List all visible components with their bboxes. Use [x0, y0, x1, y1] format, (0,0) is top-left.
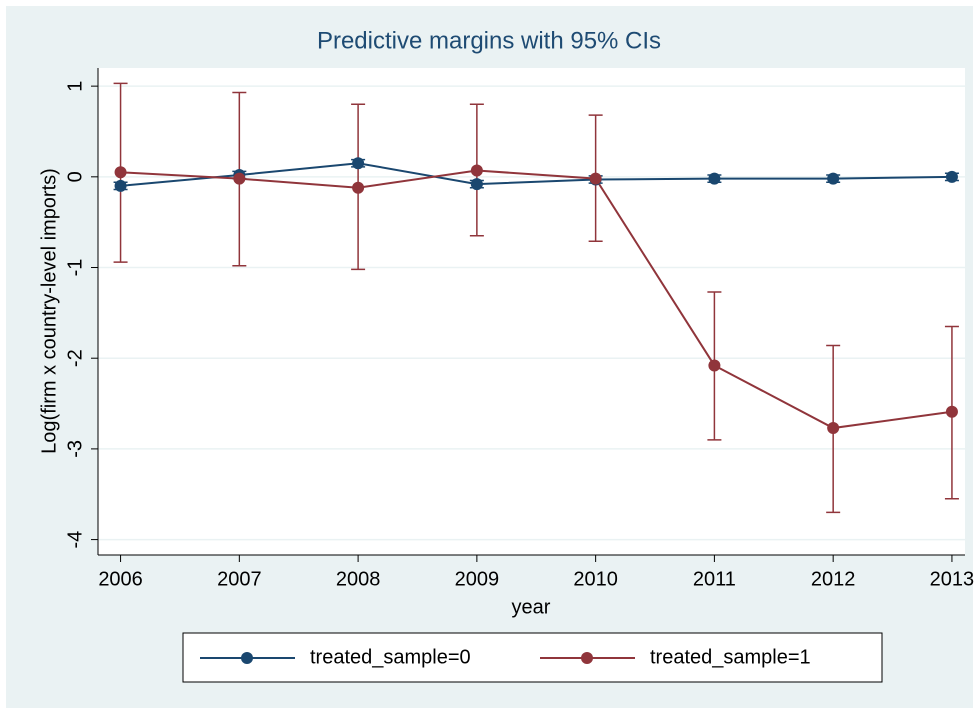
x-tick-label: 2008	[336, 568, 381, 590]
legend-label: treated_sample=0	[310, 646, 471, 668]
marker	[352, 181, 365, 194]
marker	[945, 405, 958, 418]
marker	[827, 172, 840, 185]
x-tick-label: 2009	[455, 568, 500, 590]
x-tick-label: 2010	[573, 568, 618, 590]
marker	[470, 164, 483, 177]
marker	[114, 166, 127, 179]
marker	[470, 178, 483, 191]
x-tick-label: 2011	[693, 568, 736, 590]
y-tick-label: -2	[64, 349, 86, 367]
marker	[827, 422, 840, 435]
legend-box	[182, 632, 883, 683]
y-tick-label: -1	[64, 259, 86, 277]
y-tick-label: -3	[64, 440, 86, 458]
marker	[114, 179, 127, 192]
x-tick-label: 2007	[217, 568, 262, 590]
series-line	[120, 162, 952, 187]
marker	[708, 172, 721, 185]
y-tick-label: 1	[64, 81, 86, 92]
x-tick-label: 2006	[98, 568, 143, 590]
x-tick-label: 2012	[811, 568, 856, 590]
plot-area	[98, 68, 965, 555]
y-axis-title: Log(firm x country-level imports)	[38, 168, 60, 454]
chart-title: Predictive margins with 95% CIs	[317, 27, 661, 54]
legend-label: treated_sample=1	[650, 646, 811, 668]
legend-marker	[581, 652, 593, 664]
x-tick-label: 2013	[930, 568, 975, 590]
marker	[589, 172, 602, 185]
marker	[945, 170, 958, 183]
legend-marker	[241, 652, 253, 664]
marker	[233, 172, 246, 185]
y-tick-label: 0	[64, 171, 86, 182]
x-axis-title: year	[512, 596, 551, 618]
marker	[352, 157, 365, 170]
marker	[708, 359, 721, 372]
y-tick-label: -4	[64, 531, 86, 549]
series-line	[120, 169, 953, 430]
